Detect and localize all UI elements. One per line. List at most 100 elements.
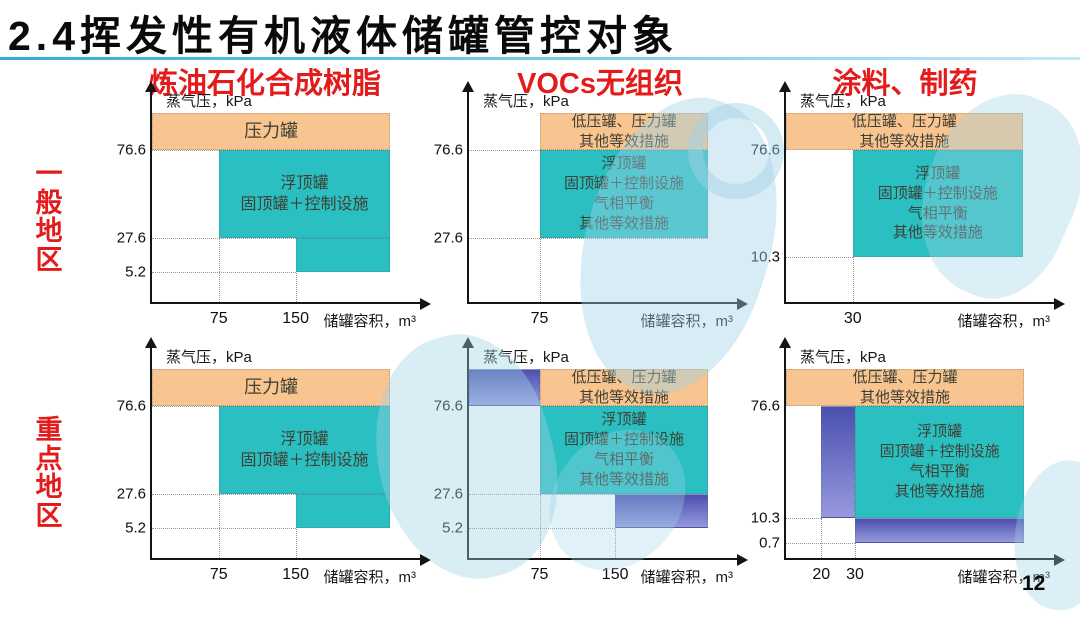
- y-tick-label: 76.6: [750, 397, 780, 415]
- region-purple: [615, 494, 709, 528]
- region-label: 其他等效措施: [892, 224, 983, 242]
- x-axis-label: 储罐容积，m³: [957, 569, 1051, 586]
- guide-line-h: [786, 518, 822, 519]
- region-teal: [295, 494, 391, 528]
- region-label: 气相平衡: [909, 463, 970, 480]
- region-label: 其他等效措施: [578, 388, 669, 406]
- x-axis-arrow-icon: [737, 297, 748, 310]
- x-axis-label: 储罐容积，m³: [323, 569, 417, 586]
- x-axis-label: 储罐容积，m³: [640, 313, 734, 330]
- y-axis-label: 蒸气压，kPa: [483, 93, 569, 110]
- y-axis-arrow-icon: [779, 81, 791, 92]
- y-tick-label: 76.6: [750, 141, 780, 159]
- guide-line-h: [786, 543, 856, 544]
- y-tick-label: 5.2: [442, 519, 463, 537]
- chart-key-refining: 蒸气压，kPa 压力罐 浮顶罐 固顶罐＋控制设施 76.6 27.6 5.2 75 150 储…: [108, 337, 431, 598]
- region-label: 浮顶罐: [601, 411, 647, 429]
- region-label: 固顶罐＋控制设施: [563, 431, 684, 449]
- y-axis-label: 蒸气压，kPa: [800, 349, 886, 366]
- region-label: 低压罐、压力罐: [851, 112, 957, 130]
- region-label: 浮顶罐: [917, 423, 963, 441]
- region-label: 其他等效措施: [859, 132, 950, 150]
- y-tick-label: 0.7: [759, 534, 780, 552]
- row-label-general-area: 一般地区: [35, 159, 63, 275]
- page-number: 12: [1022, 572, 1046, 595]
- guide-line-h: [469, 528, 616, 529]
- region-label: 浮顶罐: [280, 174, 329, 192]
- region-label: 其他等效措施: [578, 132, 669, 150]
- x-axis-line: [150, 302, 420, 304]
- column-header-vocs-fugitive: VOCs无组织: [517, 68, 683, 100]
- plot-area: 低压罐、压力罐 其他等效措施 浮顶罐 固顶罐＋控制设施 气相平衡 其他等效措施 76.6 27…: [434, 337, 748, 583]
- y-axis-line: [784, 348, 786, 560]
- guide-line-h: [469, 494, 616, 495]
- region-label: 其他等效措施: [860, 388, 951, 406]
- x-axis-line: [784, 302, 1054, 304]
- chart-key-coating-pharma: 蒸气压，kPa 低压罐、压力罐 其他等效措施 浮顶罐 固顶罐＋控制设施 气相平衡 其他等效…: [742, 337, 1065, 598]
- region-label: 低压罐、压力罐: [571, 112, 677, 130]
- x-axis-label: 储罐容积，m³: [323, 313, 417, 330]
- region-purple: [821, 406, 856, 518]
- plot-area: 低压罐、压力罐 其他等效措施 浮顶罐 固顶罐＋控制设施 气相平衡 其他等效措施 76.6 10…: [751, 337, 1065, 583]
- guide-line-h: [786, 257, 853, 258]
- y-tick-label: 10.3: [750, 248, 780, 266]
- region-label: 其他等效措施: [578, 470, 669, 488]
- region-label: 浮顶罐: [601, 155, 647, 173]
- guide-line-h: [152, 494, 296, 495]
- region-label: 固顶罐＋控制设施: [877, 184, 998, 202]
- y-axis-line: [150, 92, 152, 304]
- x-axis-arrow-icon: [1054, 553, 1065, 566]
- region-label: 固顶罐＋控制设施: [240, 452, 369, 469]
- region-label: 固顶罐＋控制设施: [879, 443, 1000, 461]
- plot-area: 低压罐、压力罐 其他等效措施 浮顶罐 固顶罐＋控制设施 气相平衡 其他等效措施 76.6 10…: [751, 81, 1065, 327]
- x-tick-label: 150: [282, 566, 309, 583]
- y-axis-label: 蒸气压，kPa: [166, 349, 252, 366]
- y-axis-arrow-icon: [779, 337, 791, 348]
- plot-area: 压力罐 浮顶罐 固顶罐＋控制设施 76.6 27.6 5.2 75 150: [117, 337, 431, 583]
- y-tick-label: 76.6: [116, 397, 146, 415]
- region-orange: 低压罐、压力罐 其他等效措施: [786, 113, 1023, 150]
- plot-area: 低压罐、压力罐 其他等效措施 浮顶罐 固顶罐＋控制设施 气相平衡 其他等效措施 76.6 27…: [434, 81, 748, 327]
- y-tick-label: 5.2: [125, 519, 146, 537]
- region-label: 气相平衡: [593, 451, 654, 468]
- region-label: 气相平衡: [907, 204, 968, 222]
- region-teal: [295, 238, 391, 272]
- region-teal: 浮顶罐 固顶罐＋控制设施: [218, 406, 391, 494]
- region-label: 浮顶罐: [915, 164, 961, 182]
- x-tick-label: 30: [846, 566, 864, 583]
- guide-line-h: [152, 528, 296, 529]
- y-axis-arrow-icon: [462, 81, 474, 92]
- region-teal: 浮顶罐 固顶罐＋控制设施: [218, 150, 391, 238]
- region-label: 压力罐: [244, 120, 299, 141]
- x-tick-label: 75: [530, 310, 549, 327]
- y-axis-line: [784, 92, 786, 304]
- y-tick-label: 76.6: [433, 397, 463, 415]
- y-axis-label: 蒸气压，kPa: [166, 93, 252, 110]
- x-tick-label: 75: [530, 566, 549, 583]
- region-orange: 低压罐、压力罐 其他等效措施: [539, 369, 709, 406]
- chart-general-coating-pharma: 蒸气压，kPa 低压罐、压力罐 其他等效措施 浮顶罐 固顶罐＋控制设施 气相平衡 其他等效…: [742, 81, 1065, 342]
- title-underline-divider: [0, 57, 1080, 60]
- region-label: 其他等效措施: [894, 482, 985, 500]
- y-tick-label: 27.6: [116, 229, 146, 247]
- y-tick-label: 27.6: [433, 485, 463, 503]
- x-tick-label: 75: [209, 310, 228, 327]
- y-tick-label: 5.2: [125, 263, 146, 281]
- region-label: 低压罐、压力罐: [852, 368, 958, 386]
- region-teal: 浮顶罐固顶罐＋控制设施 气相平衡其他等效措施: [539, 406, 709, 494]
- region-purple: [855, 518, 1025, 543]
- guide-line-h: [152, 406, 219, 407]
- x-axis-arrow-icon: [737, 553, 748, 566]
- column-header-coating-pharma: 涂料、制药: [832, 68, 978, 100]
- y-tick-label: 27.6: [433, 229, 463, 247]
- region-label: 固顶罐＋控制设施: [563, 175, 684, 193]
- y-tick-label: 76.6: [433, 141, 463, 159]
- y-axis-line: [150, 348, 152, 560]
- guide-line-h: [469, 238, 709, 239]
- region-teal: 浮顶罐固顶罐＋控制设施 气相平衡其他等效措施: [852, 150, 1023, 257]
- region-orange: 压力罐: [152, 113, 391, 150]
- x-tick-label: 20: [812, 566, 831, 583]
- guide-line-h: [152, 272, 296, 273]
- x-tick-label: 150: [601, 566, 629, 583]
